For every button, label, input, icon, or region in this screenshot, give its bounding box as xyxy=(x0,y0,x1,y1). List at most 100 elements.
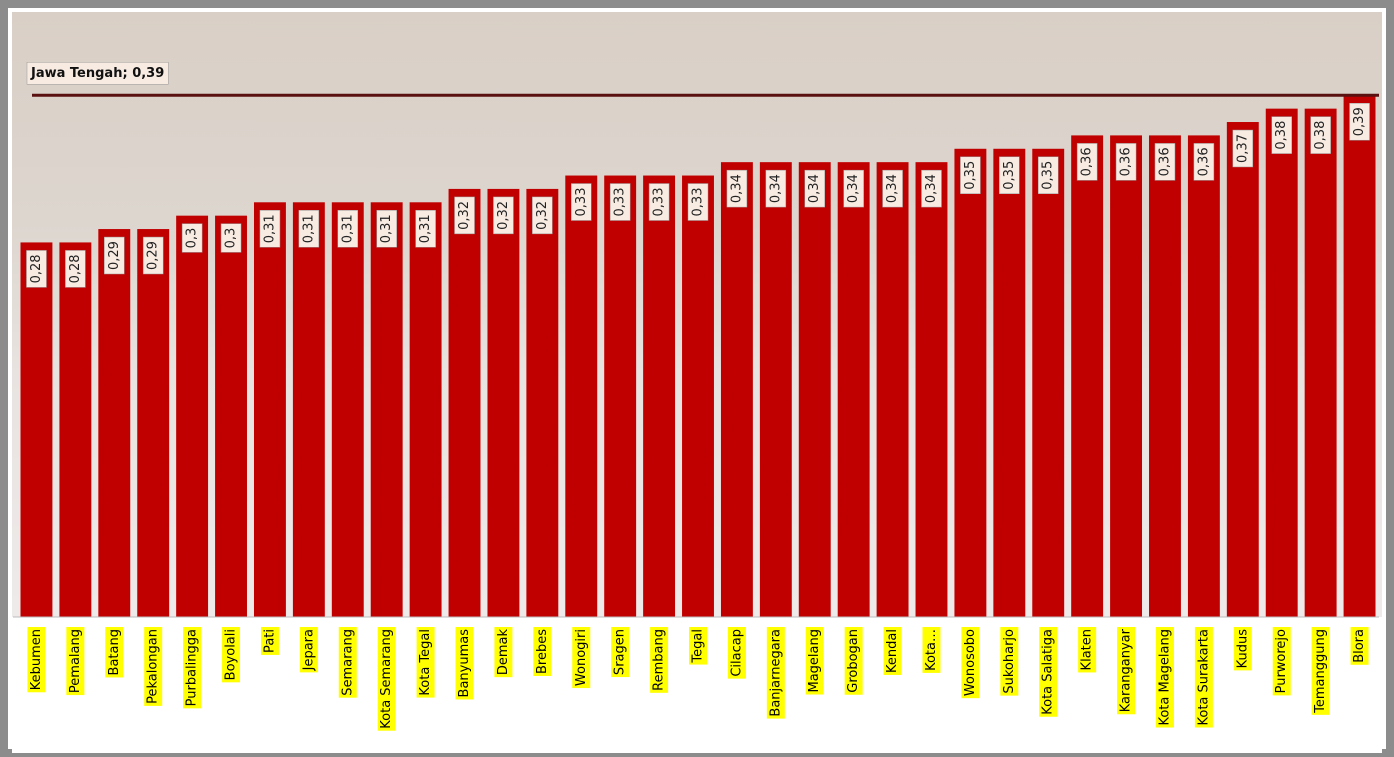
category-label-highlight xyxy=(1233,627,1252,671)
value-label-group: 0,3 xyxy=(220,223,242,253)
category-label-group: Pemalang xyxy=(66,627,85,696)
category-label-group: Semarang xyxy=(338,627,357,698)
value-label-box xyxy=(376,210,397,248)
category-label-highlight xyxy=(260,627,279,655)
x-tick-label: Jepara xyxy=(301,629,316,671)
x-tick-label: Kendal xyxy=(885,629,900,673)
value-label-group: 0,29 xyxy=(104,236,125,275)
value-label-box xyxy=(532,196,553,235)
value-label: 0,32 xyxy=(496,201,511,230)
x-tick-label: Demak xyxy=(496,629,511,676)
x-tick-label: Semarang xyxy=(340,629,355,696)
value-label-group: 0,3 xyxy=(181,223,203,253)
value-label-group: 0,31 xyxy=(259,210,281,248)
value-label: 0,36 xyxy=(1196,147,1211,176)
value-label: 0,34 xyxy=(729,174,744,203)
x-tick-label: Pati xyxy=(262,629,277,653)
category-label-group: Karanganyar xyxy=(1117,627,1136,715)
x-tick-label: Blora xyxy=(1352,629,1367,663)
bar xyxy=(643,175,676,618)
category-label-highlight xyxy=(805,627,824,695)
value-label: 0,31 xyxy=(340,214,355,243)
x-tick-label: Wonosobo xyxy=(963,629,978,696)
value-label-box xyxy=(493,196,514,235)
value-label-box xyxy=(1037,156,1059,194)
value-label-group: 0,33 xyxy=(609,183,631,221)
category-label-group: Banjarnegara xyxy=(766,627,785,719)
value-label-box xyxy=(921,169,942,208)
value-label: 0,28 xyxy=(29,254,44,283)
category-label-group: Blora xyxy=(1350,627,1369,665)
value-label: 0,33 xyxy=(574,188,589,217)
value-label-box xyxy=(181,223,203,253)
x-tick-label: Klaten xyxy=(1080,629,1095,670)
x-tick-label: Batang xyxy=(107,629,122,675)
bar xyxy=(526,188,559,617)
bar xyxy=(487,188,520,617)
value-label-box xyxy=(220,223,242,253)
bar xyxy=(176,215,209,617)
bar xyxy=(20,242,53,617)
reference-label: Jawa Tengah; 0,39 xyxy=(30,66,164,81)
category-label-highlight xyxy=(1039,627,1058,717)
category-label-highlight xyxy=(1311,627,1330,715)
x-tick-label: Wonogiri xyxy=(574,629,589,686)
value-label-group: 0,34 xyxy=(726,169,748,208)
category-label-highlight xyxy=(1350,627,1369,665)
x-tick-label: Sragen xyxy=(613,629,628,675)
value-label: 0,35 xyxy=(1041,161,1056,190)
category-label-group: Boyolali xyxy=(222,627,241,683)
value-label: 0,32 xyxy=(457,201,472,230)
value-label: 0,33 xyxy=(613,188,628,217)
value-label-box xyxy=(882,169,903,208)
bar xyxy=(331,202,364,618)
x-tick-label: Kota Surakarta xyxy=(1196,629,1211,726)
value-label-group: 0,31 xyxy=(337,210,359,248)
value-label: 0,33 xyxy=(652,188,667,217)
category-label-highlight xyxy=(1000,627,1019,696)
value-label: 0,31 xyxy=(379,214,394,243)
category-label-highlight xyxy=(105,627,124,678)
bar xyxy=(1265,108,1298,618)
value-label-box xyxy=(1115,143,1137,181)
bar xyxy=(1071,135,1104,617)
value-label-box xyxy=(687,183,709,221)
value-label-group: 0,31 xyxy=(376,210,397,248)
bar xyxy=(1343,95,1376,618)
x-tick-label: Pemalang xyxy=(68,629,83,693)
bar xyxy=(604,175,637,618)
category-label-group: Sragen xyxy=(611,627,630,678)
x-tick-label: Cilacap xyxy=(729,629,744,677)
x-tick-label: Kota… xyxy=(924,629,939,671)
value-label: 0,34 xyxy=(924,174,939,203)
bar xyxy=(448,188,481,617)
value-label: 0,39 xyxy=(1352,107,1367,136)
category-label-group: Wonosobo xyxy=(961,627,980,699)
value-label-box xyxy=(960,156,981,194)
category-label-group: Rembang xyxy=(650,627,669,693)
bar xyxy=(759,162,792,617)
category-label-group: Kudus xyxy=(1233,627,1252,671)
category-label-highlight xyxy=(1155,627,1174,728)
value-label-box xyxy=(999,156,1020,194)
value-label: 0,32 xyxy=(535,201,550,230)
value-label-group: 0,36 xyxy=(1154,143,1176,181)
value-label-group: 0,32 xyxy=(532,196,553,235)
value-label-group: 0,38 xyxy=(1310,116,1331,154)
category-label-highlight xyxy=(689,627,707,665)
category-label-group: Batang xyxy=(105,627,124,678)
category-label-group: Brebes xyxy=(533,627,552,676)
value-label: 0,34 xyxy=(768,174,783,203)
category-label-highlight xyxy=(844,627,863,695)
category-label-highlight xyxy=(66,627,85,696)
value-label-box xyxy=(298,210,320,248)
category-label-group: Kota Surakarta xyxy=(1194,627,1213,728)
value-label-group: 0,31 xyxy=(298,210,320,248)
x-tick-label: Purworejo xyxy=(1274,629,1289,693)
value-label: 0,34 xyxy=(846,174,861,203)
x-tick-label: Purbalingga xyxy=(185,629,200,706)
value-label-box xyxy=(571,183,592,221)
category-label-highlight xyxy=(883,627,902,675)
category-label-group: Tegal xyxy=(689,627,707,665)
value-label-group: 0,33 xyxy=(648,183,670,221)
